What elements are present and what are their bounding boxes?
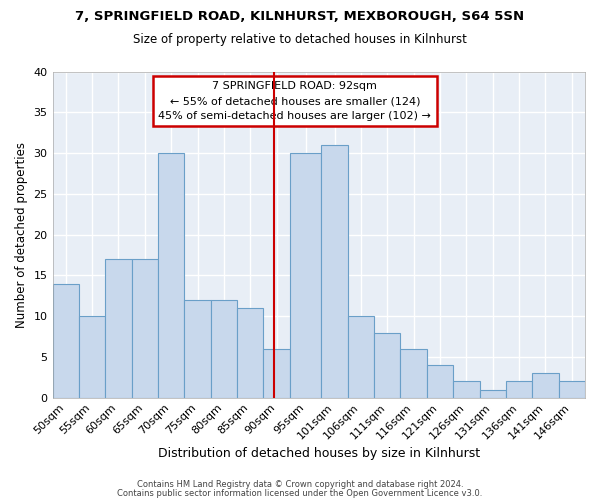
- Text: 7, SPRINGFIELD ROAD, KILNHURST, MEXBOROUGH, S64 5SN: 7, SPRINGFIELD ROAD, KILNHURST, MEXBOROU…: [76, 10, 524, 23]
- Bar: [79, 316, 105, 398]
- Bar: [184, 300, 211, 398]
- Text: Contains HM Land Registry data © Crown copyright and database right 2024.: Contains HM Land Registry data © Crown c…: [137, 480, 463, 489]
- Bar: [479, 390, 506, 398]
- Bar: [131, 259, 158, 398]
- Bar: [374, 332, 400, 398]
- Bar: [559, 382, 585, 398]
- Text: 7 SPRINGFIELD ROAD: 92sqm
← 55% of detached houses are smaller (124)
45% of semi: 7 SPRINGFIELD ROAD: 92sqm ← 55% of detac…: [158, 82, 431, 121]
- Bar: [532, 374, 559, 398]
- Bar: [158, 153, 184, 398]
- Bar: [211, 300, 237, 398]
- Text: Contains public sector information licensed under the Open Government Licence v3: Contains public sector information licen…: [118, 488, 482, 498]
- Bar: [453, 382, 479, 398]
- Bar: [427, 365, 453, 398]
- Bar: [237, 308, 263, 398]
- Bar: [348, 316, 374, 398]
- Bar: [105, 259, 131, 398]
- Bar: [263, 349, 290, 398]
- Text: Size of property relative to detached houses in Kilnhurst: Size of property relative to detached ho…: [133, 32, 467, 46]
- X-axis label: Distribution of detached houses by size in Kilnhurst: Distribution of detached houses by size …: [158, 447, 480, 460]
- Bar: [322, 145, 348, 398]
- Bar: [506, 382, 532, 398]
- Y-axis label: Number of detached properties: Number of detached properties: [15, 142, 28, 328]
- Bar: [400, 349, 427, 398]
- Bar: [53, 284, 79, 398]
- Bar: [290, 153, 322, 398]
